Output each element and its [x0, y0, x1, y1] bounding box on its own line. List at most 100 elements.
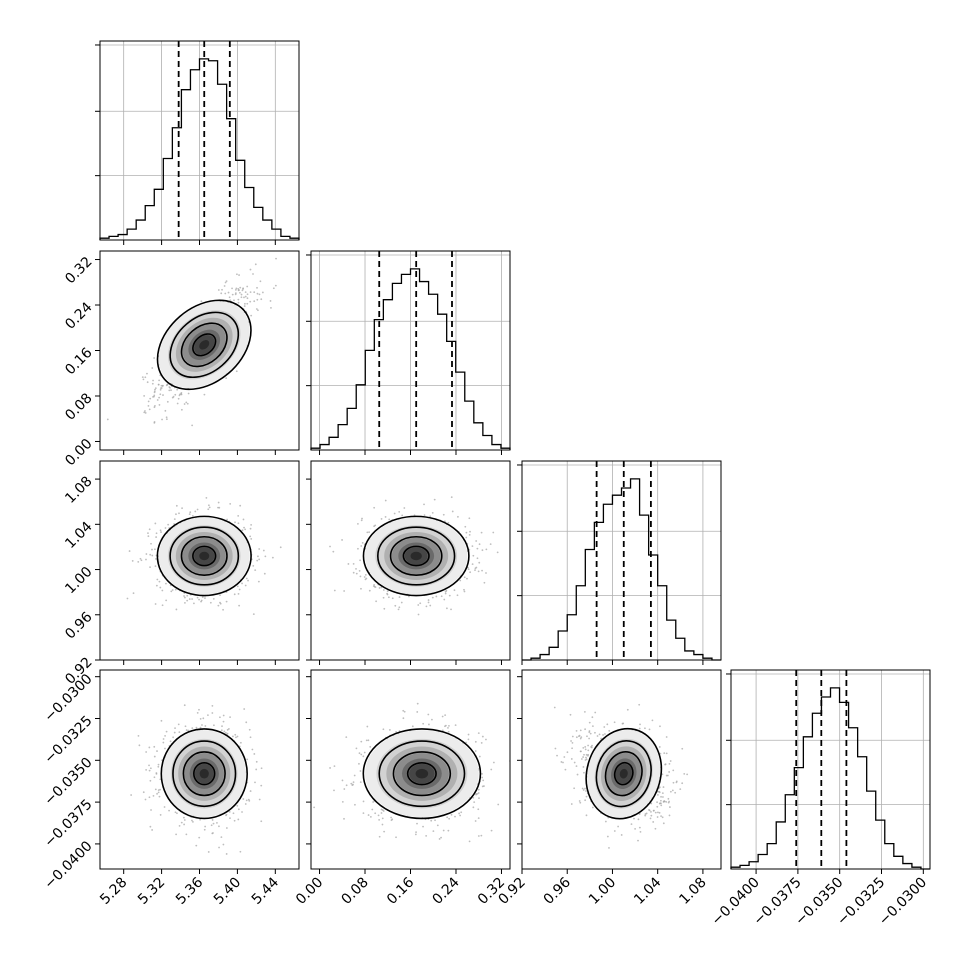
- contour-line-0: [192, 545, 217, 567]
- scatter-point: [368, 589, 371, 592]
- scatter-point: [450, 608, 452, 611]
- scatter-point: [350, 782, 353, 785]
- diag-panel-0: [95, 40, 300, 241]
- scatter-point: [272, 287, 275, 290]
- scatter-point: [378, 835, 381, 838]
- scatter-point: [147, 535, 150, 538]
- scatter-point: [363, 576, 366, 578]
- scatter-point: [237, 818, 240, 821]
- scatter-point: [659, 725, 661, 728]
- scatter-point: [481, 549, 484, 552]
- scatter-point: [237, 514, 240, 517]
- scatter-point: [165, 582, 167, 585]
- scatter-point: [352, 781, 355, 784]
- scatter-point: [475, 540, 478, 542]
- scatter-point: [156, 578, 159, 581]
- scatter-point: [662, 822, 665, 825]
- scatter-point: [242, 798, 245, 800]
- scatter-point: [153, 776, 156, 779]
- scatter-point: [425, 834, 428, 837]
- scatter-point: [246, 293, 249, 296]
- scatter-point: [237, 287, 240, 290]
- scatter-point: [659, 752, 662, 755]
- scatter-point: [384, 499, 387, 502]
- scatter-point: [199, 718, 202, 720]
- scatter-point: [184, 725, 187, 728]
- scatter-point: [237, 808, 240, 811]
- scatter-point: [250, 314, 253, 317]
- scatter-point: [398, 596, 401, 598]
- scatter-point: [446, 607, 448, 610]
- scatter-point: [403, 507, 406, 509]
- scatter-point: [245, 799, 248, 802]
- scatter-point: [150, 542, 152, 545]
- contour-line-0: [193, 762, 216, 786]
- scatter-point: [478, 543, 481, 546]
- scatter-point: [598, 733, 601, 736]
- scatter-point: [352, 571, 355, 574]
- scatter-point: [658, 811, 661, 814]
- scatter-point: [463, 576, 466, 579]
- scatter-point: [196, 711, 199, 714]
- scatter-point: [604, 820, 607, 823]
- scatter-point: [454, 724, 457, 727]
- scatter-point: [144, 798, 147, 801]
- scatter-point: [250, 538, 253, 540]
- scatter-point: [431, 718, 433, 721]
- scatter-point: [361, 517, 363, 520]
- scatter-point: [222, 608, 224, 611]
- scatter-point: [387, 596, 390, 599]
- scatter-point: [477, 570, 480, 573]
- scatter-point: [401, 514, 404, 517]
- scatter-point: [441, 715, 444, 718]
- scatter-point: [224, 292, 227, 295]
- scatter-point: [137, 560, 140, 563]
- scatter-point: [210, 824, 213, 827]
- scatter-point: [279, 546, 282, 549]
- scatter-point: [662, 786, 665, 788]
- scatter-point: [252, 564, 255, 567]
- scatter-point: [145, 558, 147, 561]
- scatter-point: [202, 717, 205, 720]
- scatter-point: [226, 518, 228, 521]
- scatter-point: [477, 835, 480, 837]
- scatter-point: [464, 525, 467, 528]
- scatter-point: [220, 836, 223, 839]
- scatter-point: [371, 808, 374, 811]
- scatter-point: [189, 511, 192, 514]
- scatter-point: [459, 579, 462, 582]
- scatter-point: [450, 496, 453, 499]
- scatter-point: [148, 528, 151, 531]
- scatter-point: [195, 844, 198, 847]
- scatter-point: [256, 286, 258, 289]
- scatter-point: [415, 831, 417, 834]
- scatter-point: [225, 853, 228, 855]
- scatter-point: [261, 291, 264, 294]
- scatter-point: [144, 376, 147, 379]
- scatter-point: [256, 292, 259, 295]
- scatter-point: [146, 381, 149, 384]
- scatter-point: [453, 589, 456, 592]
- panel-content: [126, 497, 282, 616]
- scatter-point: [149, 825, 152, 828]
- scatter-point: [416, 711, 419, 713]
- scatter-point: [360, 753, 363, 756]
- scatter-point: [167, 523, 170, 526]
- scatter-point: [467, 738, 470, 741]
- scatter-point: [152, 379, 154, 382]
- scatter-point: [175, 513, 177, 516]
- scatter-point: [191, 424, 194, 427]
- scatter-point: [248, 728, 251, 731]
- scatter-point: [398, 606, 401, 609]
- scatter-point: [234, 521, 236, 524]
- scatter-point: [188, 513, 191, 516]
- scatter-point: [269, 300, 272, 302]
- scatter-point: [204, 725, 207, 727]
- scatter-point: [156, 792, 158, 795]
- pair-panel-3-1: [306, 669, 511, 874]
- scatter-point: [343, 788, 346, 790]
- diag-panel-2: [517, 460, 722, 661]
- scatter-point: [149, 767, 152, 770]
- scatter-point: [457, 515, 459, 518]
- scatter-point: [234, 288, 237, 291]
